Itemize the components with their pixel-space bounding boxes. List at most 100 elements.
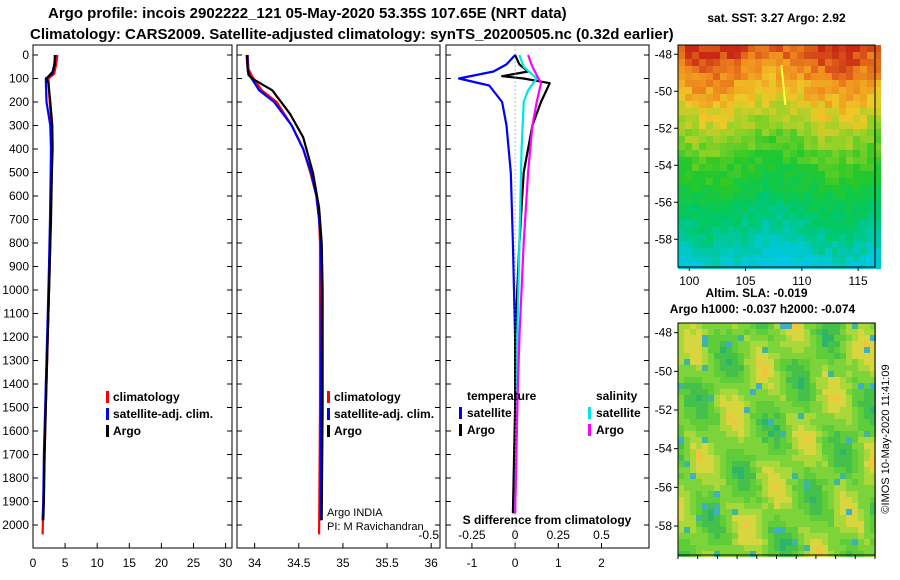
map-cell: [741, 129, 748, 136]
map-cell: [762, 389, 768, 395]
map-cell: [732, 455, 738, 461]
map-cell: [692, 262, 699, 269]
map-cell: [840, 371, 846, 377]
map-cell: [678, 192, 685, 199]
map-cell: [726, 479, 732, 485]
map-cell: [734, 59, 741, 66]
map-cell: [696, 473, 702, 479]
map-cell: [768, 485, 774, 491]
map-cell: [685, 234, 692, 241]
map-cell: [755, 122, 762, 129]
map-y-tick-label: -48: [655, 47, 673, 61]
map-cell: [839, 136, 846, 143]
map-cell: [846, 383, 852, 389]
map-cell: [713, 108, 720, 115]
map-cell: [678, 241, 685, 248]
map-cell: [713, 115, 720, 122]
map-cell: [756, 491, 762, 497]
map-cell: [846, 491, 852, 497]
map-cell: [699, 171, 706, 178]
map-cell: [720, 443, 726, 449]
map-cell: [684, 467, 690, 473]
map-cell: [811, 143, 818, 150]
map-cell: [858, 365, 864, 371]
map-cell: [685, 150, 692, 157]
map-cell: [720, 461, 726, 467]
map-cell: [678, 129, 685, 136]
map-cell: [874, 59, 881, 66]
map-cell: [804, 329, 810, 335]
map-cell: [699, 185, 706, 192]
map-cell: [768, 341, 774, 347]
map-cell: [840, 395, 846, 401]
map-cell: [684, 329, 690, 335]
map-cell: [690, 497, 696, 503]
map-cell: [776, 213, 783, 220]
map-cell: [706, 143, 713, 150]
y-tick-label: 100: [9, 72, 29, 86]
map-cell: [720, 503, 726, 509]
map-cell: [768, 443, 774, 449]
map-cell: [818, 220, 825, 227]
map-cell: [867, 108, 874, 115]
map-cell: [870, 383, 876, 389]
map-cell: [780, 449, 786, 455]
map-cell: [792, 461, 798, 467]
map-cell: [864, 341, 870, 347]
map-cell: [769, 80, 776, 87]
map-cell: [768, 431, 774, 437]
map-cell: [750, 359, 756, 365]
map-cell: [790, 185, 797, 192]
map-cell: [860, 178, 867, 185]
map-cell: [798, 515, 804, 521]
map-cell: [804, 419, 810, 425]
map-cell: [734, 206, 741, 213]
map-cell: [684, 335, 690, 341]
map-cell: [696, 527, 702, 533]
map-cell: [720, 425, 726, 431]
map-cell: [839, 73, 846, 80]
map-cell: [755, 220, 762, 227]
map-cell: [790, 227, 797, 234]
map-cell: [774, 485, 780, 491]
map-cell: [822, 359, 828, 365]
map-cell: [858, 425, 864, 431]
map-cell: [797, 87, 804, 94]
map-cell: [696, 395, 702, 401]
map-cell: [706, 66, 713, 73]
map-cell: [816, 347, 822, 353]
map-cell: [846, 115, 853, 122]
map-cell: [755, 199, 762, 206]
map-cell: [853, 185, 860, 192]
map-cell: [726, 461, 732, 467]
map-cell: [786, 371, 792, 377]
map-cell: [762, 255, 769, 262]
map-cell: [678, 199, 685, 206]
map-cell: [713, 178, 720, 185]
map-cell: [810, 335, 816, 341]
map-satellite-sst-map: sat. SST: 3.27 Argo: 2.92-48-50-52-54-56…: [655, 11, 881, 288]
map-cell: [702, 461, 708, 467]
map-cell: [696, 431, 702, 437]
map-cell: [692, 227, 699, 234]
map-cell: [685, 87, 692, 94]
map-cell: [708, 449, 714, 455]
map-cell: [685, 164, 692, 171]
map-cell: [756, 419, 762, 425]
map-cell: [769, 136, 776, 143]
map-cell: [774, 401, 780, 407]
map-cell: [714, 491, 720, 497]
map-cell: [846, 157, 853, 164]
map-cell: [706, 255, 713, 262]
map-cell: [748, 94, 755, 101]
map-cell: [846, 533, 852, 539]
map-cell: [768, 449, 774, 455]
map-cell: [714, 443, 720, 449]
map-cell: [834, 329, 840, 335]
y-tick-label: 800: [9, 236, 29, 250]
map-cell: [846, 521, 852, 527]
map-cell: [702, 503, 708, 509]
map-cell: [810, 383, 816, 389]
map-cell: [706, 87, 713, 94]
map-cell: [755, 80, 762, 87]
